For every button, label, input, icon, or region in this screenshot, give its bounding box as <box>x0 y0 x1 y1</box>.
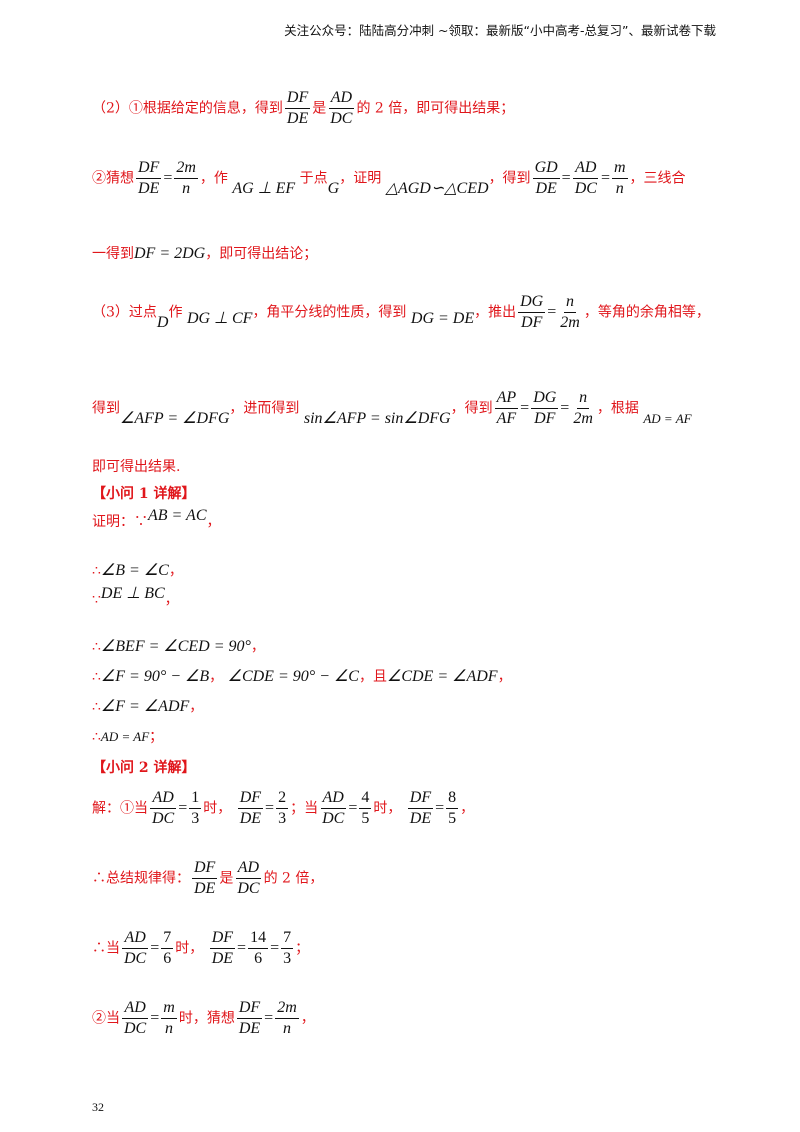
proof-line-3: ∵DE ⊥ BC， <box>92 585 179 608</box>
text: （2）①根据给定的信息，得到 <box>92 100 283 117</box>
solution-line-3: ∴当 AD DC = 7 6 时， DF DE = 14 6 = 7 3； <box>92 929 310 967</box>
analysis-2-line3: 一得到DF = 2DG，即可得出结论； <box>92 245 318 262</box>
proof-line-7: ∴AD = AF； <box>92 729 164 745</box>
analysis-3-line1: （3）过点D作 DG ⊥ CF，角平分线的性质，得到 DG = DE，推出 DG D… <box>92 293 710 331</box>
analysis-2-line2: ②猜想 DF DE = 2m n ，作 AG ⊥ EF 于点G，证明 △AGD∽△CED，得… <box>92 159 686 197</box>
solution-line-1: 解：①当 AD DC = 1 3 时， DF DE = 2 3 ；当 AD DC = 4 5 时， DF DE = 8 5… <box>92 789 475 827</box>
solution-line-2: ∴总结规律得： DF DE 是 AD DC 的 2 倍， <box>92 859 324 897</box>
subquestion-1-title: 【小问 1 详解】 <box>92 486 196 502</box>
solution-line-4: ②当 AD DC = m n 时，猜想 DF DE = 2m n， <box>92 999 315 1037</box>
subquestion-2-title: 【小问 2 详解】 <box>92 760 196 776</box>
analysis-3-line3: 即可得出结果. <box>92 459 181 475</box>
page-number: 32 <box>92 1100 104 1114</box>
proof-line-6: ∴∠F = ∠ADF， <box>92 698 204 715</box>
proof-line-5: ∴∠F = 90° − ∠B， ∠CDE = 90° − ∠C，且∠CDE = … <box>92 668 512 685</box>
proof-line-2: ∴∠B = ∠C， <box>92 562 183 579</box>
fraction: AD DC <box>328 89 355 127</box>
page-header: 关注公众号：陆陆高分冲刺 ~领取：最新版“小中高考-总复习”、最新试卷下载 <box>284 23 716 38</box>
proof-line-4: ∴∠BEF = ∠CED = 90°， <box>92 638 265 655</box>
proof-line-1: 证明：∵AB = AC， <box>92 507 221 530</box>
fraction: DF DE <box>284 89 311 127</box>
analysis-2-line1: （2）①根据给定的信息，得到 DF DE 是 AD DC 的 2 倍，即可得出结果； <box>92 89 515 127</box>
analysis-3-line2: 得到∠AFP = ∠DFG，进而得到 sin∠AFP = sin∠DFG，得到 A… <box>92 389 692 427</box>
